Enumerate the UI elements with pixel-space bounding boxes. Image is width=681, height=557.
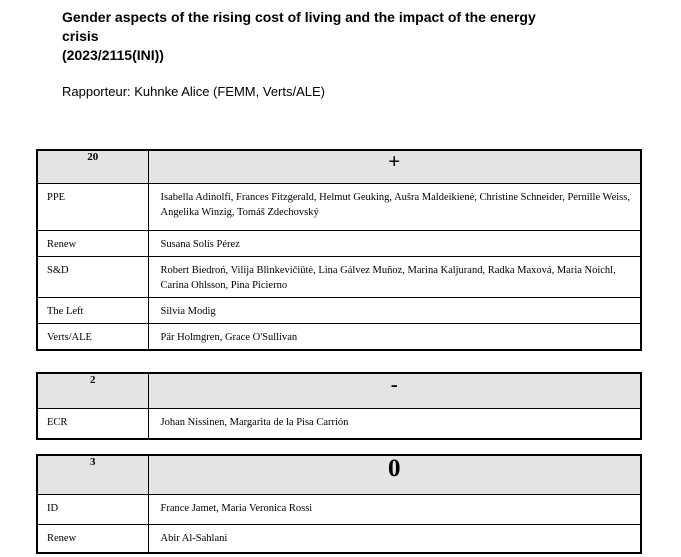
vote-for-count: 20	[36, 149, 149, 184]
vote-row-renew-abstain: Renew Abir Al-Sahlani	[36, 523, 642, 554]
group-label: PPE	[36, 182, 149, 231]
title-line-2: crisis	[62, 28, 99, 44]
group-label: The Left	[36, 296, 149, 324]
group-members: Isabella Adinolfi, Frances Fitzgerald, H…	[147, 182, 642, 231]
vote-row-ecr: ECR Johan Nissinen, Margarita de la Pisa…	[36, 407, 642, 440]
vote-table-against: 2 - ECR Johan Nissinen, Margarita de la …	[36, 372, 642, 440]
vote-row-id: ID France Jamet, Maria Veronica Rossi	[36, 493, 642, 525]
group-members: Abir Al-Sahlani	[147, 523, 642, 554]
vote-row-theleft: The Left Silvia Modig	[36, 296, 642, 324]
vote-row-sd: S&D Robert Biedroń, Vilija Blinkevičiūtė…	[36, 255, 642, 298]
group-members: Pär Holmgren, Grace O'Sullivan	[147, 322, 642, 351]
vote-against-symbol: -	[147, 372, 642, 409]
vote-table-for-header: 20 +	[36, 149, 642, 184]
vote-table-abstention-header: 3 0	[36, 454, 642, 495]
vote-table-against-header: 2 -	[36, 372, 642, 409]
rapporteur-line: Rapporteur: Kuhnke Alice (FEMM, Verts/AL…	[62, 84, 325, 99]
group-label: Renew	[36, 229, 149, 257]
vote-abstention-count: 3	[36, 454, 149, 495]
group-label: Verts/ALE	[36, 322, 149, 351]
group-members: Susana Solís Pérez	[147, 229, 642, 257]
vote-row-renew: Renew Susana Solís Pérez	[36, 229, 642, 257]
vote-abstention-symbol: 0	[147, 454, 642, 495]
vote-table-abstention: 3 0 ID France Jamet, Maria Veronica Ross…	[36, 454, 642, 554]
vote-row-vertsale: Verts/ALE Pär Holmgren, Grace O'Sullivan	[36, 322, 642, 351]
group-label: Renew	[36, 523, 149, 554]
procedure-reference: (2023/2115(INI))	[62, 47, 164, 63]
title-line-1: Gender aspects of the rising cost of liv…	[62, 9, 536, 25]
vote-table-for: 20 + PPE Isabella Adinolfi, Frances Fitz…	[36, 149, 642, 351]
group-label: S&D	[36, 255, 149, 298]
group-members: France Jamet, Maria Veronica Rossi	[147, 493, 642, 525]
group-label: ID	[36, 493, 149, 525]
vote-for-symbol: +	[147, 149, 642, 184]
document-title: Gender aspects of the rising cost of liv…	[62, 8, 536, 65]
group-members: Silvia Modig	[147, 296, 642, 324]
group-label: ECR	[36, 407, 149, 440]
group-members: Robert Biedroń, Vilija Blinkevičiūtė, Li…	[147, 255, 642, 298]
group-members: Johan Nissinen, Margarita de la Pisa Car…	[147, 407, 642, 440]
vote-against-count: 2	[36, 372, 149, 409]
vote-row-ppe: PPE Isabella Adinolfi, Frances Fitzgeral…	[36, 182, 642, 231]
